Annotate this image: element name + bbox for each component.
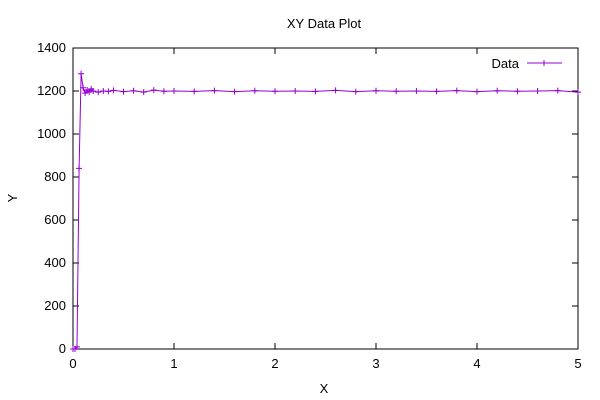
data-point-marker	[160, 88, 167, 95]
data-point-marker	[130, 87, 137, 94]
data-point-marker	[575, 89, 581, 96]
data-point-marker	[453, 87, 460, 94]
data-point-marker	[474, 88, 480, 95]
data-point-marker	[393, 88, 400, 95]
data-point-marker	[352, 88, 359, 95]
y-axis-ticks: 0 200 400 600 800 1000 1200 1400	[37, 40, 578, 356]
data-point-marker	[494, 87, 501, 94]
y-tick-label: 400	[44, 255, 66, 270]
y-axis-label: Y	[5, 193, 20, 202]
data-point-marker	[100, 88, 107, 94]
data-point-marker	[74, 343, 81, 350]
data-point-marker	[80, 84, 87, 91]
data-series	[70, 70, 581, 352]
x-tick-label: 3	[372, 356, 379, 371]
y-tick-label: 1200	[37, 83, 66, 98]
data-point-marker	[534, 88, 541, 94]
data-point-marker	[272, 88, 278, 95]
data-point-marker	[105, 88, 112, 95]
x-tick-label: 1	[170, 356, 177, 371]
legend-marker	[541, 60, 547, 66]
data-point-marker	[95, 89, 102, 96]
data-point-marker	[312, 88, 319, 95]
plot-frame	[72, 47, 579, 350]
chart-title: XY Data Plot	[287, 16, 362, 31]
data-point-marker	[514, 88, 521, 95]
data-point-marker	[120, 88, 127, 95]
data-point-marker	[191, 88, 198, 95]
data-point-marker	[433, 88, 440, 95]
data-point-marker	[82, 90, 89, 97]
legend: Data	[492, 56, 562, 71]
y-tick-label: 1400	[37, 40, 66, 55]
data-point-marker	[171, 88, 177, 94]
y-tick-label: 1000	[37, 126, 66, 141]
data-point-marker	[76, 165, 83, 172]
data-point-marker	[251, 87, 258, 94]
data-point-marker	[413, 88, 420, 94]
data-point-marker	[110, 87, 117, 94]
data-point-marker	[211, 87, 218, 94]
y-tick-label: 800	[44, 169, 66, 184]
data-point-marker	[373, 87, 379, 94]
y-tick-label: 200	[44, 298, 66, 313]
y-tick-label: 0	[59, 341, 66, 356]
data-point-marker	[292, 88, 299, 94]
data-point-marker	[86, 89, 93, 96]
data-point-marker	[140, 89, 147, 96]
data-point-marker	[150, 87, 157, 94]
x-axis-label: X	[320, 381, 329, 396]
x-tick-label: 5	[574, 356, 581, 371]
x-axis-ticks: 0 1 2 3 4 5	[69, 48, 582, 371]
x-tick-label: 4	[473, 356, 480, 371]
series-line	[73, 73, 579, 350]
data-point-marker	[231, 88, 238, 95]
legend-label: Data	[492, 56, 520, 71]
data-point-marker	[78, 70, 85, 77]
x-tick-label: 0	[69, 356, 76, 371]
x-tick-label: 2	[271, 356, 278, 371]
data-point-marker	[332, 87, 339, 94]
data-point-marker	[554, 87, 561, 94]
data-point-marker	[90, 88, 97, 94]
y-tick-label: 600	[44, 212, 66, 227]
